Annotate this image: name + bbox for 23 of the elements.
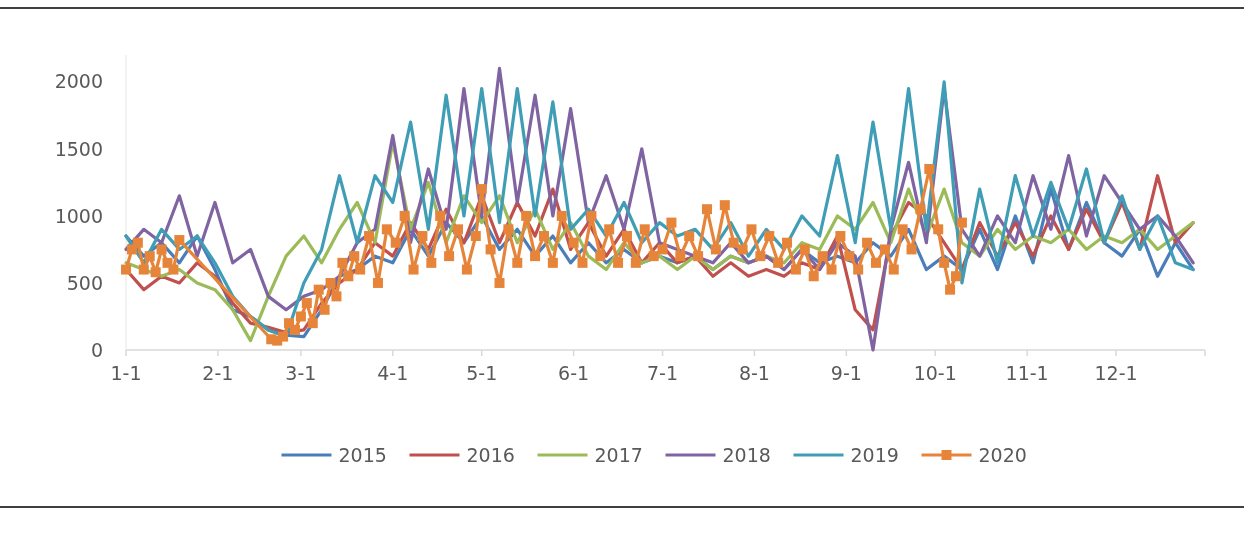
x-tick-label: 8-1 <box>738 362 770 384</box>
legend-label: 2020 <box>978 443 1027 466</box>
y-tick-label: 1000 <box>54 204 103 227</box>
legend-label: 2016 <box>466 443 515 466</box>
x-tick-label: 1-1 <box>110 362 142 384</box>
legend-label: 2015 <box>338 443 387 466</box>
y-tick-label: 1500 <box>54 137 103 160</box>
legend-label: 2018 <box>722 443 771 466</box>
x-tick-label: 4-1 <box>377 362 409 384</box>
legend-label: 2017 <box>594 443 643 466</box>
x-tick-label: 10-1 <box>913 362 957 384</box>
x-tick-label: 12-1 <box>1094 362 1138 384</box>
x-tick-label: 2-1 <box>202 362 234 384</box>
x-tick-label: 6-1 <box>558 362 590 384</box>
legend-label: 2019 <box>850 443 899 466</box>
x-tick-label: 11-1 <box>1005 362 1049 384</box>
y-tick-label: 2000 <box>54 70 103 93</box>
x-tick-label: 7-1 <box>647 362 679 384</box>
x-tick-label: 9-1 <box>830 362 862 384</box>
y-tick-label: 500 <box>66 271 103 294</box>
x-tick-label: 3-1 <box>285 362 317 384</box>
y-tick-label: 0 <box>90 338 103 361</box>
x-tick-label: 5-1 <box>466 362 498 384</box>
